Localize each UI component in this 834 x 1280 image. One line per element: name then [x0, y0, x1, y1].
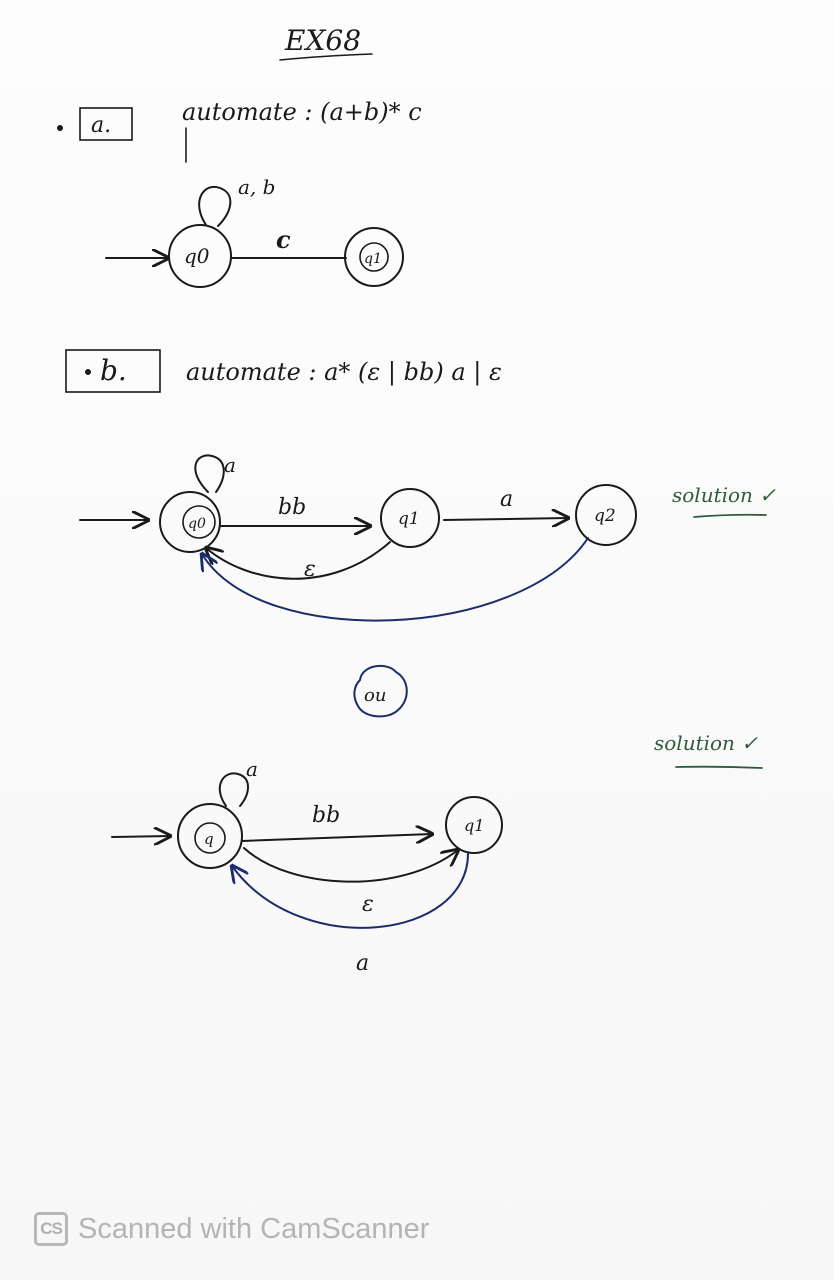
part-b-heading: automate : a* (ε | bb) a | ε	[186, 358, 502, 387]
edge-b1-eps-label: ε	[304, 557, 316, 582]
state-b1-q2-label: q2	[594, 506, 616, 526]
state-b1-q0-label: q0	[188, 516, 206, 532]
state-a-q0-label: q0	[184, 244, 210, 268]
state-b2-q	[177, 803, 243, 869]
loop-a-label: a, b	[238, 175, 275, 199]
part-a-box	[79, 107, 133, 141]
solution2-check-underline	[675, 765, 763, 769]
scanner-watermark: CS Scanned with CamScanner	[34, 1212, 429, 1246]
edge-b1-eps	[206, 541, 391, 580]
solution2-check: solution ✓	[654, 731, 758, 755]
page-title: EX68	[284, 24, 361, 57]
solution1-check: solution ✓	[672, 483, 776, 507]
state-a-q1-final-ring	[359, 242, 389, 272]
loop-b2-label: a	[246, 757, 258, 781]
loop-a-q0	[198, 185, 232, 227]
state-b1-q0	[159, 491, 221, 553]
state-b1-q1-label: q1	[398, 509, 420, 529]
bullet-a	[57, 125, 63, 131]
state-b1-q0-final-ring	[182, 505, 216, 539]
solution1-check-underline	[693, 513, 767, 518]
title-underline	[279, 53, 373, 61]
part-a-marker: a.	[91, 113, 111, 138]
camscanner-logo: CS	[34, 1212, 68, 1246]
edge-b2-bb-label: bb	[312, 803, 340, 828]
edge-b2-a	[232, 851, 470, 929]
state-b2-q-label: q	[204, 830, 214, 848]
state-a-q1-label: q1	[364, 251, 382, 267]
edge-b2-eps	[243, 848, 458, 883]
start-arrow-b2	[111, 836, 170, 837]
edge-b1-bb-label: bb	[278, 495, 306, 520]
part-a-heading: automate : (a+b)* c	[182, 98, 422, 126]
camscanner-text: Scanned with CamScanner	[78, 1212, 430, 1245]
state-b1-q2	[575, 484, 637, 546]
state-b2-q1-label: q1	[464, 816, 484, 835]
state-b1-q1	[380, 488, 440, 548]
ou-label: ou	[364, 685, 386, 706]
edge-b2-eps-label: ε	[362, 892, 374, 917]
edge-b1-a-label: a	[500, 487, 513, 512]
loop-b1-q0	[194, 454, 225, 493]
state-a-q0	[168, 224, 232, 288]
edge-b1-a	[443, 518, 568, 520]
edge-b2-a-label: a	[356, 951, 369, 976]
edge-b2-bb	[241, 834, 432, 841]
ou-circle	[353, 664, 408, 718]
bullet-b	[85, 369, 91, 375]
part-b-box	[65, 349, 161, 393]
edge-b1-return	[202, 537, 589, 622]
state-b2-q1	[445, 796, 503, 854]
part-b-marker: b.	[100, 354, 127, 387]
edge-a-c-label: c	[276, 225, 291, 254]
loop-b1-label: a	[224, 453, 236, 477]
loop-b2-q	[218, 772, 249, 807]
state-b2-q-final-ring	[194, 822, 226, 854]
state-a-q1	[344, 227, 404, 287]
